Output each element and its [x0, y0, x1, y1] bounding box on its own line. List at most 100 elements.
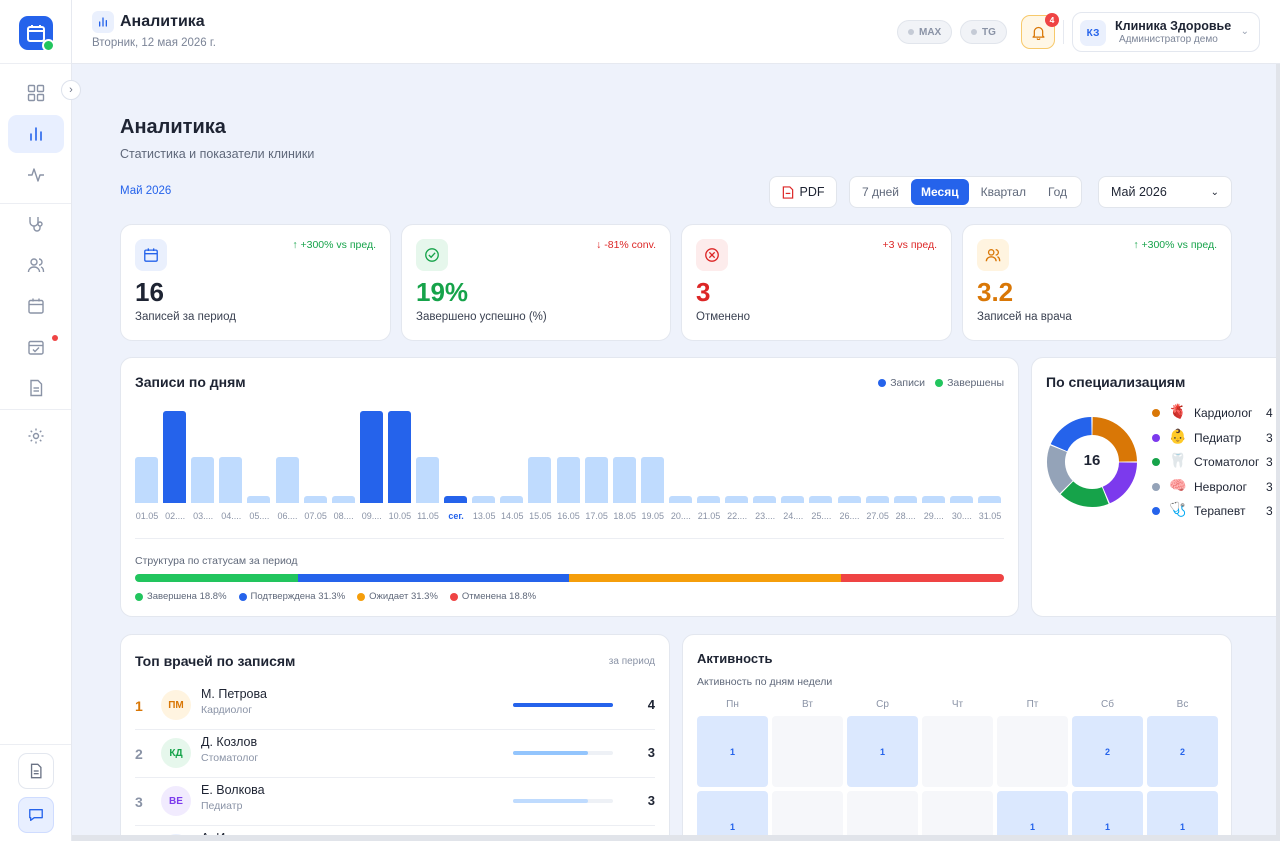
bar-21[interactable] — [725, 496, 749, 503]
range-year[interactable]: Год — [1047, 185, 1068, 199]
page-title: Аналитика — [120, 116, 226, 138]
tg-status-pill[interactable]: TG — [960, 20, 1007, 44]
bar-19[interactable] — [668, 496, 692, 503]
color-dot — [1152, 507, 1160, 515]
bar-17[interactable] — [612, 457, 636, 503]
bar-7[interactable] — [331, 496, 355, 503]
heatmap-cell[interactable]: 1 — [1147, 791, 1218, 841]
bar-14[interactable] — [528, 457, 552, 503]
bar-5[interactable] — [275, 457, 299, 503]
activity-card: Активность Активность по дням недели Пн В… — [682, 634, 1232, 841]
heatmap-cell[interactable]: 1 — [697, 716, 768, 787]
color-dot — [1152, 458, 1160, 466]
kpi-delta: ↓ -81% conv. — [596, 239, 656, 251]
bar-0[interactable] — [135, 457, 158, 503]
notifications-button[interactable]: 4 — [1021, 13, 1059, 49]
bar-22[interactable] — [753, 496, 777, 503]
doctor-row[interactable]: 3 ВЕ Е. Волкова Педиатр 3 — [135, 778, 655, 826]
bar-28[interactable] — [921, 496, 945, 503]
pdf-export-button[interactable]: PDF — [769, 176, 837, 208]
users-icon — [27, 258, 45, 273]
bar-10[interactable] — [416, 457, 439, 503]
bar-12[interactable] — [472, 496, 496, 503]
bar-26[interactable] — [865, 496, 889, 503]
sidebar-item-dashboard[interactable] — [8, 74, 64, 112]
divider — [135, 538, 1004, 539]
document-icon — [30, 763, 42, 779]
chevron-down-icon: ⌄ — [1210, 186, 1219, 198]
heatmap-cell[interactable] — [847, 791, 918, 841]
bar-20[interactable] — [697, 496, 720, 503]
bar-8[interactable] — [359, 411, 383, 503]
heatmap-cell[interactable] — [922, 716, 993, 787]
doctor-rank: 3 — [135, 794, 143, 810]
bar-23[interactable] — [781, 496, 805, 503]
sidebar-item-patients[interactable] — [8, 246, 64, 284]
vertical-scrollbar[interactable] — [1276, 64, 1280, 841]
status-legend-item: Отменена 18.8% — [449, 591, 536, 602]
heatmap-cell[interactable]: 1 — [997, 791, 1068, 841]
heatmap-cell[interactable] — [772, 716, 843, 787]
weekday-label: Вс — [1176, 699, 1189, 710]
x-tick-label: 04.... — [221, 511, 242, 521]
donut-slice-2[interactable] — [1060, 481, 1109, 507]
color-dot — [1152, 433, 1160, 442]
sidebar-collapse-button[interactable]: › — [61, 80, 81, 100]
bar-16[interactable] — [584, 457, 608, 503]
heatmap-cell[interactable]: 2 — [1147, 716, 1218, 787]
sidebar-item-documents[interactable] — [8, 369, 64, 407]
activity-subtitle: Активность по дням недели — [697, 676, 833, 688]
app-logo[interactable] — [19, 16, 55, 52]
donut-slice-1[interactable] — [1102, 461, 1137, 504]
heatmap-cell[interactable]: 2 — [1072, 716, 1143, 787]
max-status-pill[interactable]: MAX — [897, 20, 953, 44]
bar-1[interactable] — [163, 411, 187, 503]
bar-6[interactable] — [303, 496, 327, 503]
sidebar-item-settings[interactable] — [8, 417, 64, 455]
bar-18[interactable] — [640, 457, 664, 503]
heatmap-cell[interactable]: 1 — [697, 791, 768, 841]
bar-25[interactable] — [837, 496, 861, 503]
bar-27[interactable] — [893, 496, 917, 503]
specialty-icon: 🩺 — [1169, 501, 1187, 517]
bar-13[interactable] — [500, 496, 524, 503]
sidebar-item-doctors[interactable] — [8, 205, 64, 243]
doctor-count: 3 — [647, 745, 655, 760]
range-month[interactable]: Месяц — [911, 179, 969, 205]
bar-4[interactable] — [247, 496, 271, 503]
kpi-label: Записей за период — [135, 311, 236, 323]
specialty-count: 4 — [1266, 406, 1273, 420]
x-tick-label: 19.05 — [641, 511, 665, 521]
sidebar-item-schedule[interactable] — [8, 287, 64, 325]
donut-slice-4[interactable] — [1050, 417, 1093, 452]
bar-24[interactable] — [809, 496, 833, 503]
donut-slice-0[interactable] — [1091, 417, 1137, 463]
bar-2[interactable] — [191, 457, 215, 503]
check-circle-icon — [416, 239, 448, 271]
heatmap-cell[interactable] — [772, 791, 843, 841]
chat-button[interactable] — [18, 797, 54, 833]
donut-slice-3[interactable] — [1047, 445, 1073, 494]
sidebar-item-activity[interactable] — [8, 156, 64, 194]
doctor-row[interactable]: 2 КД Д. Козлов Стоматолог 3 — [135, 730, 655, 778]
heatmap-cell[interactable]: 1 — [1072, 791, 1143, 841]
bar-11[interactable] — [444, 496, 468, 503]
horizontal-scrollbar[interactable] — [72, 835, 1280, 841]
user-menu[interactable]: КЗ Клиника Здоровье Администратор демо ⌄ — [1072, 12, 1260, 52]
range-7-days[interactable]: 7 дней — [862, 185, 900, 199]
sidebar-item-analytics[interactable] — [8, 115, 64, 153]
bar-9[interactable] — [387, 411, 411, 503]
bar-29[interactable] — [949, 496, 973, 503]
bar-30[interactable] — [978, 496, 1001, 503]
heatmap-cell[interactable] — [922, 791, 993, 841]
heatmap-cell[interactable]: 1 — [847, 716, 918, 787]
bar-15[interactable] — [556, 457, 580, 503]
month-select[interactable]: Май 2026 ⌄ — [1098, 176, 1232, 208]
sidebar-item-appointments[interactable] — [8, 328, 64, 366]
bar-3[interactable] — [219, 457, 243, 503]
doctor-progress-fill — [513, 751, 588, 755]
doctor-row[interactable]: 1 ПМ М. Петрова Кардиолог 4 — [135, 682, 655, 730]
heatmap-cell[interactable] — [997, 716, 1068, 787]
range-quarter[interactable]: Квартал — [980, 185, 1026, 199]
docs-button[interactable] — [18, 753, 54, 789]
